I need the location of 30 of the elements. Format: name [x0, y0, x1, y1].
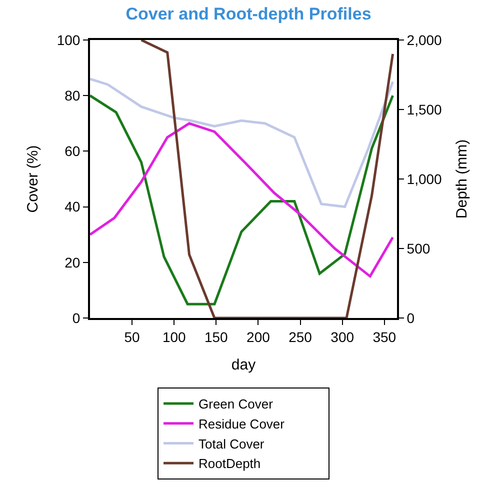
y2-tick-label: 1,000	[406, 170, 442, 187]
y-tick-label: 20	[64, 254, 80, 270]
y-tick-label: 0	[72, 310, 80, 326]
x-tick-label: 300	[330, 328, 354, 345]
x-tick-label: 50	[124, 328, 140, 345]
x-axis-title: day	[231, 356, 256, 374]
line-series	[90, 78, 394, 208]
line-series	[140, 40, 394, 318]
legend-label: Residue Cover	[198, 416, 286, 432]
x-tick-label: 150	[204, 328, 228, 345]
x-tick-label: 100	[162, 328, 186, 345]
y-tick-label: 60	[64, 143, 80, 160]
y2-tick-label: 0	[406, 310, 415, 326]
y-axis-title: Cover (%)	[24, 145, 42, 213]
legend-label: Total Cover	[198, 436, 265, 452]
legend-label: Green Cover	[198, 396, 274, 412]
y-tick-label: 80	[64, 88, 80, 104]
y-tick-label: 40	[64, 198, 80, 215]
line-series	[90, 122, 394, 278]
y2-axis-title: Depth (mm)	[454, 139, 471, 219]
y-tick-label: 100	[56, 32, 80, 48]
y2-tick-label: 500	[406, 240, 430, 256]
y2-tick-label: 2,000	[406, 32, 442, 48]
x-tick-label: 250	[288, 328, 312, 345]
y2-tick-label: 1,500	[406, 101, 442, 118]
x-tick-label: 200	[246, 328, 270, 345]
line-series	[90, 94, 394, 306]
legend-label: RootDepth	[198, 456, 261, 472]
chart-title: Cover and Root-depth Profiles	[126, 4, 372, 24]
x-tick-label: 350	[372, 328, 396, 345]
